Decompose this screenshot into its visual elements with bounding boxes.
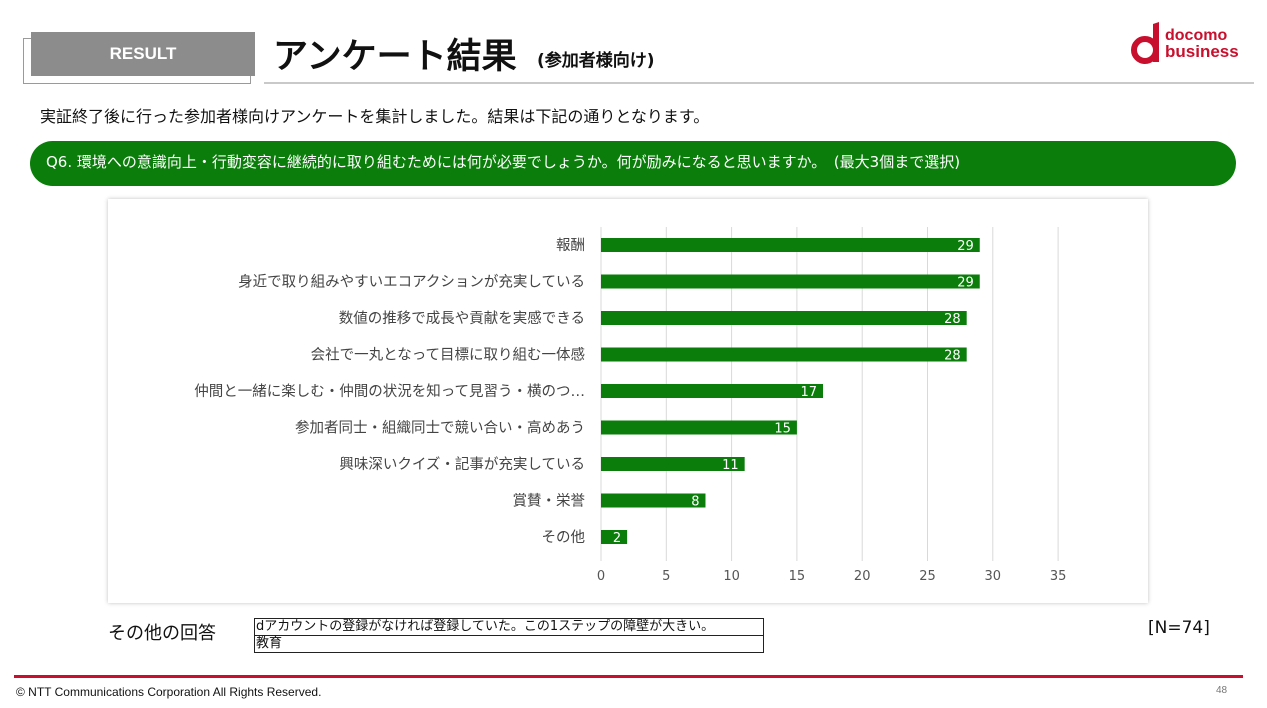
docomo-d-logo-icon <box>1131 22 1159 64</box>
chart-x-tick-label: 20 <box>854 569 871 584</box>
chart-card <box>108 199 1148 603</box>
chart-category-label: 身近で取り組みやすいエコアクションが充実している <box>238 274 585 291</box>
logo-word-docomo: docomo <box>1165 27 1228 44</box>
question-banner <box>30 141 1236 186</box>
copyright: © NTT Communications Corporation All Rig… <box>16 685 322 699</box>
others-row: dアカウントの登録がなければ登録していた。この1ステップの障壁が大きい。 <box>254 618 764 636</box>
sample-size: [N=74] <box>1148 618 1210 638</box>
chart-x-tick-label: 25 <box>919 569 936 584</box>
chart-category-label: 賞賛・栄誉 <box>513 493 586 510</box>
chart-data-label: 17 <box>800 385 817 400</box>
page-title: アンケート結果 <box>273 37 517 77</box>
page-number: 48 <box>1216 685 1228 696</box>
title-divider <box>264 82 1254 84</box>
chart-x-tick-label: 15 <box>789 569 806 584</box>
docomo-business-logo <box>1130 20 1250 68</box>
chart-bar <box>601 274 980 289</box>
chart-category-label: 会社で一丸となって目標に取り組む一体感 <box>311 347 585 364</box>
chart-bar <box>601 530 628 544</box>
chart-data-label: 28 <box>944 349 961 364</box>
section-tab: RESULT <box>31 32 255 76</box>
footer-divider <box>14 675 1243 678</box>
chart-x-tick-label: 5 <box>662 569 670 584</box>
chart-category-label: 報酬 <box>556 237 585 254</box>
chart-data-label: 29 <box>957 276 974 291</box>
bar-chart: 0 5 10 15 20 25 30 35 報酬 29 身近で取り組みやすいエコアクションが充実して… <box>194 227 1067 584</box>
chart-data-label: 11 <box>722 458 739 473</box>
chart-data-label: 8 <box>691 495 699 510</box>
chart-x-tick-label: 0 <box>597 569 605 584</box>
page-subtitle: (参加者様向け) <box>537 51 655 71</box>
chart-x-tick-label: 30 <box>985 569 1002 584</box>
others-label: その他の回答 <box>108 623 216 644</box>
logo-word-business: business <box>1165 42 1239 61</box>
intro-text: 実証終了後に行った参加者様向けアンケートを集計しました。結果は下記の通りとなりま… <box>40 107 710 126</box>
others-cell: dアカウントの登録がなければ登録していた。この1ステップの障壁が大きい。 <box>254 618 764 636</box>
chart-bar <box>601 493 706 508</box>
others-cell: 教育 <box>254 635 764 653</box>
chart-x-tick-label: 10 <box>723 569 740 584</box>
chart-bar <box>601 457 745 471</box>
chart-data-label: 2 <box>613 531 621 546</box>
chart-data-label: 15 <box>774 422 791 437</box>
others-row: 教育 <box>254 635 764 653</box>
chart-bar <box>601 238 980 252</box>
chart-data-label: 29 <box>957 239 974 254</box>
chart-category-label: 興味深いクイズ・記事が充実している <box>339 456 585 473</box>
chart-bar <box>601 420 797 435</box>
chart-category-label: 数値の推移で成長や貢献を実感できる <box>339 310 585 327</box>
chart-x-tick-label: 35 <box>1050 569 1067 584</box>
others-table: dアカウントの登録がなければ登録していた。この1ステップの障壁が大きい。 教育 <box>254 618 764 653</box>
chart-bar <box>601 347 967 362</box>
chart-category-label: 参加者同士・組織同士で競い合い・高めあう <box>295 420 585 437</box>
chart-bar <box>601 384 824 398</box>
chart-bar <box>601 311 967 325</box>
chart-category-label: その他 <box>542 529 586 546</box>
chart-data-label: 28 <box>944 312 961 327</box>
chart-category-label: 仲間と一緒に楽しむ・仲間の状況を知って見習う・横のつ… <box>194 383 585 400</box>
question-text: Q6. 環境への意識向上・行動変容に継続的に取り組むためには何が必要でしょうか。… <box>46 153 961 171</box>
